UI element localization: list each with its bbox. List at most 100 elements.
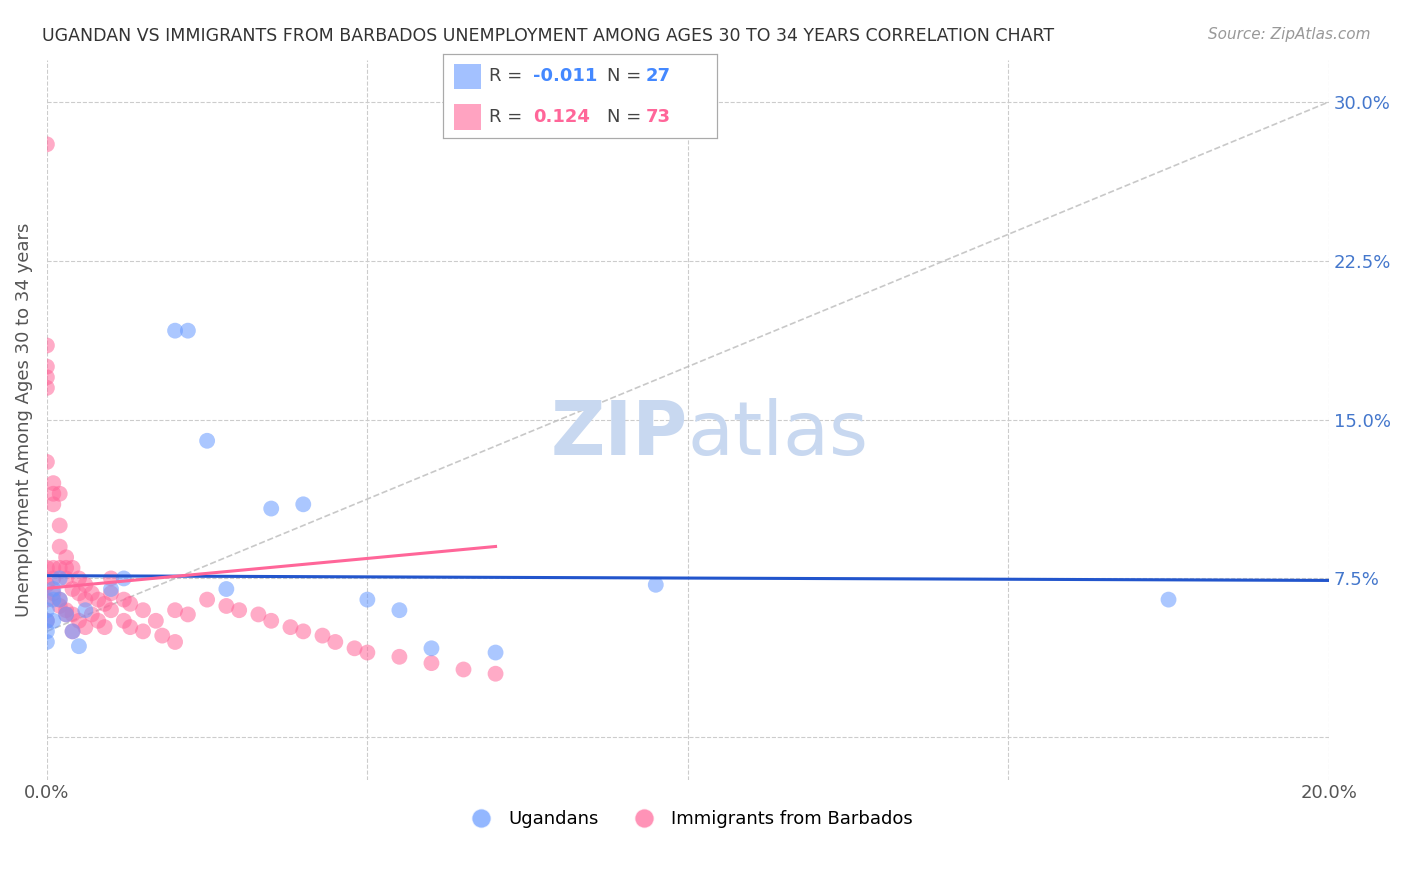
Point xyxy=(260,614,283,628)
Point xyxy=(62,624,84,639)
Point xyxy=(120,597,142,611)
Point xyxy=(48,599,70,613)
Point xyxy=(48,592,70,607)
Text: 0.124: 0.124 xyxy=(533,108,591,126)
Point xyxy=(343,641,366,656)
Point xyxy=(215,599,238,613)
Point xyxy=(35,624,58,639)
Point xyxy=(75,578,97,592)
Point xyxy=(292,624,315,639)
Point xyxy=(48,561,70,575)
Point xyxy=(484,646,506,660)
Text: Source: ZipAtlas.com: Source: ZipAtlas.com xyxy=(1208,27,1371,42)
Point xyxy=(35,455,58,469)
Point xyxy=(35,338,58,352)
Point xyxy=(35,614,58,628)
Point xyxy=(35,614,58,628)
Point xyxy=(165,324,187,338)
Point xyxy=(75,592,97,607)
Text: 73: 73 xyxy=(645,108,671,126)
Point xyxy=(120,620,142,634)
Point xyxy=(67,586,90,600)
Y-axis label: Unemployment Among Ages 30 to 34 years: Unemployment Among Ages 30 to 34 years xyxy=(15,222,32,616)
Point xyxy=(67,639,90,653)
Point xyxy=(150,629,173,643)
Point xyxy=(132,603,155,617)
Point xyxy=(62,582,84,596)
Point xyxy=(195,434,218,448)
Point xyxy=(55,550,77,565)
Point xyxy=(55,607,77,622)
Text: ZIP: ZIP xyxy=(551,398,688,470)
Text: UGANDAN VS IMMIGRANTS FROM BARBADOS UNEMPLOYMENT AMONG AGES 30 TO 34 YEARS CORRE: UGANDAN VS IMMIGRANTS FROM BARBADOS UNEM… xyxy=(42,27,1054,45)
Point xyxy=(67,614,90,628)
Point xyxy=(55,603,77,617)
Text: 27: 27 xyxy=(645,68,671,86)
Point xyxy=(484,666,506,681)
Point xyxy=(87,592,110,607)
Point xyxy=(112,614,135,628)
Point xyxy=(112,592,135,607)
Point xyxy=(48,518,70,533)
Point xyxy=(132,624,155,639)
Point xyxy=(228,603,250,617)
Point xyxy=(247,607,270,622)
Point xyxy=(42,476,65,491)
Point xyxy=(42,592,65,607)
Point xyxy=(55,607,77,622)
Point xyxy=(356,592,378,607)
Point xyxy=(112,571,135,585)
Point xyxy=(62,607,84,622)
Point xyxy=(35,578,58,592)
Legend: Ugandans, Immigrants from Barbados: Ugandans, Immigrants from Barbados xyxy=(456,803,920,836)
Point xyxy=(388,603,411,617)
Point xyxy=(100,603,122,617)
Point xyxy=(35,370,58,384)
Point xyxy=(42,561,65,575)
Point xyxy=(35,137,58,152)
Point xyxy=(48,487,70,501)
Point xyxy=(453,663,475,677)
Point xyxy=(48,571,70,585)
Point xyxy=(62,561,84,575)
Point xyxy=(177,324,200,338)
Point xyxy=(42,582,65,596)
Point xyxy=(55,561,77,575)
Point xyxy=(195,592,218,607)
Point xyxy=(177,607,200,622)
Point xyxy=(1157,592,1180,607)
Point xyxy=(35,359,58,374)
Point xyxy=(644,578,666,592)
Point xyxy=(48,592,70,607)
Point xyxy=(42,586,65,600)
Point xyxy=(388,649,411,664)
Text: -0.011: -0.011 xyxy=(533,68,598,86)
Point xyxy=(62,624,84,639)
Point xyxy=(75,620,97,634)
Point xyxy=(67,571,90,585)
Point xyxy=(35,592,58,607)
Point xyxy=(35,635,58,649)
Point xyxy=(35,603,58,617)
Point xyxy=(35,381,58,395)
Point xyxy=(323,635,346,649)
Text: R =: R = xyxy=(489,68,529,86)
Point xyxy=(75,603,97,617)
Point xyxy=(48,540,70,554)
Point xyxy=(42,497,65,511)
Point xyxy=(93,597,115,611)
Text: atlas: atlas xyxy=(688,398,869,470)
Point xyxy=(215,582,238,596)
Text: R =: R = xyxy=(489,108,529,126)
Point xyxy=(87,614,110,628)
Point xyxy=(356,646,378,660)
Point xyxy=(100,586,122,600)
Point xyxy=(292,497,315,511)
Text: N =: N = xyxy=(607,68,647,86)
Point xyxy=(145,614,167,628)
Point xyxy=(420,656,443,670)
Point xyxy=(55,571,77,585)
Point xyxy=(260,501,283,516)
Point xyxy=(35,561,58,575)
Point xyxy=(42,571,65,585)
